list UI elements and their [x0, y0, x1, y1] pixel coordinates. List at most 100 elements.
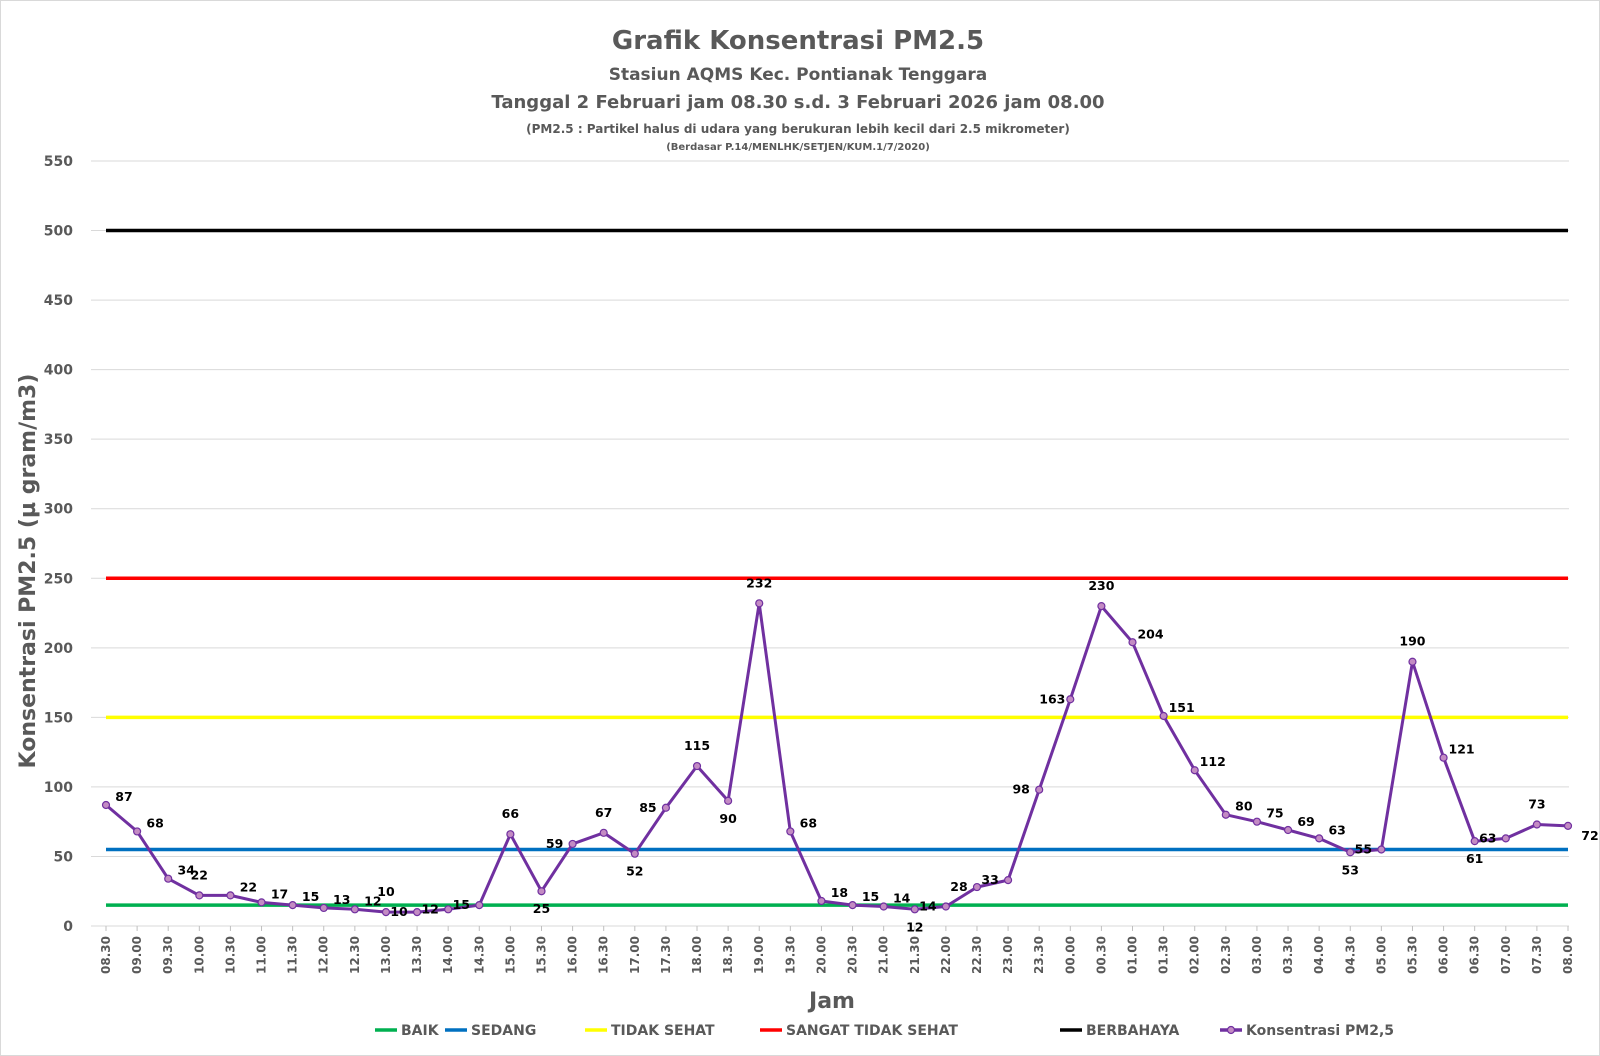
y-tick-label: 300: [44, 502, 73, 518]
x-tick-label: 06.30: [1468, 936, 1482, 974]
data-label: 232: [746, 575, 772, 590]
data-point: [1097, 601, 1106, 611]
data-point: [599, 828, 608, 837]
data-label: 15: [302, 889, 319, 904]
y-tick-label: 0: [63, 919, 73, 935]
data-point: [381, 907, 391, 917]
x-tick-label: 08.30: [99, 936, 113, 974]
legend-item: BERBAHAYA: [1060, 1023, 1180, 1039]
data-point: [133, 827, 142, 836]
x-tick-label: 10.00: [192, 936, 206, 974]
x-tick-label: 01.00: [1126, 936, 1140, 974]
x-tick-label: 08.00: [1561, 936, 1575, 974]
data-point: [1346, 848, 1355, 857]
data-label: 14: [893, 891, 911, 906]
data-point: [1532, 820, 1541, 829]
data-point: [1221, 810, 1230, 819]
data-label: 25: [533, 901, 550, 916]
data-point: [1283, 825, 1293, 835]
data-point: [1439, 753, 1448, 762]
data-label: 112: [1200, 754, 1226, 769]
x-tick-label: 20.00: [814, 936, 828, 974]
x-tick-label: 00.30: [1094, 936, 1108, 974]
x-tick-label: 12.30: [348, 936, 362, 974]
threshold-lines: [106, 228, 1568, 907]
data-point: [724, 796, 733, 805]
data-label: 75: [1266, 806, 1283, 821]
data-point: [444, 905, 453, 914]
data-label: 98: [1012, 782, 1029, 797]
y-tick-label: 250: [44, 571, 73, 587]
legend-label: Konsentrasi PM2,5: [1246, 1023, 1394, 1039]
data-point: [257, 898, 266, 907]
data-point: [1066, 695, 1075, 704]
data-label: 72: [1581, 828, 1598, 843]
y-tick-label: 100: [44, 780, 73, 796]
x-tick-label: 11.00: [255, 936, 269, 974]
data-label: 204: [1137, 626, 1163, 641]
data-point: [1128, 638, 1137, 647]
legend-label: TIDAK SEHAT: [611, 1023, 715, 1039]
x-tick-label: 23.00: [1001, 936, 1015, 974]
x-tick-label: 15.30: [534, 936, 548, 974]
x-tick-label: 05.00: [1374, 936, 1388, 974]
data-label: 34: [178, 863, 196, 878]
series: [101, 599, 1573, 917]
x-tick-label: 17.30: [659, 936, 673, 974]
data-point: [755, 599, 764, 608]
legend-label: SANGAT TIDAK SEHAT: [786, 1023, 958, 1039]
data-point: [288, 901, 297, 910]
x-tick-label: 21.30: [908, 936, 922, 974]
x-tick-label: 19.30: [783, 936, 797, 974]
y-tick-label: 550: [44, 154, 73, 170]
data-label: 10: [377, 884, 395, 899]
x-tick-label: 10.30: [223, 936, 237, 974]
data-point: [910, 905, 919, 914]
x-tick-label: 17.00: [628, 936, 642, 974]
data-point: [1563, 821, 1573, 830]
data-label: 22: [191, 867, 208, 882]
data-point: [1377, 845, 1386, 854]
data-label: 61: [1466, 851, 1483, 866]
data-label: 55: [1355, 842, 1372, 857]
data-label: 52: [626, 864, 643, 879]
data-label: 13: [333, 892, 350, 907]
data-label: 63: [1328, 822, 1345, 837]
data-point: [1408, 657, 1417, 666]
data-label: 15: [453, 897, 470, 912]
legend-label: BERBAHAYA: [1086, 1023, 1180, 1039]
data-point: [506, 830, 515, 839]
data-point: [879, 902, 888, 911]
series-line: [105, 601, 1569, 914]
data-label: 15: [862, 889, 879, 904]
data-label: 115: [684, 738, 710, 753]
data-label: 90: [719, 811, 737, 826]
x-tick-label: 16.30: [597, 936, 611, 974]
y-tick-label: 500: [44, 224, 73, 240]
x-tick-label: 14.30: [472, 936, 486, 974]
data-point: [1501, 834, 1510, 843]
data-label: 73: [1528, 796, 1545, 811]
chart-subtitle-station: Stasiun AQMS Kec. Pontianak Tenggara: [609, 65, 988, 85]
data-point: [319, 903, 328, 913]
y-tick-label: 200: [44, 641, 73, 657]
x-tick-label: 21.00: [877, 936, 891, 974]
legend-item: TIDAK SEHAT: [585, 1023, 715, 1039]
data-label: 80: [1235, 799, 1253, 814]
data-point: [848, 901, 857, 910]
data-label: 12: [421, 901, 438, 916]
y-axis-label: Konsentrasi PM2.5 (µ gram/m3): [16, 374, 41, 769]
data-label: 53: [1342, 862, 1359, 877]
x-tick-label: 22.30: [970, 936, 984, 974]
data-label: 63: [1479, 830, 1496, 845]
data-point: [817, 896, 826, 906]
data-label: 33: [981, 872, 998, 887]
data-point: [692, 761, 702, 771]
data-point: [1003, 875, 1013, 885]
data-label: 12: [364, 893, 381, 908]
data-point: [226, 891, 235, 900]
x-tick-label: 02.00: [1188, 936, 1202, 974]
data-label: 69: [1297, 814, 1314, 829]
data-point: [1035, 785, 1044, 794]
